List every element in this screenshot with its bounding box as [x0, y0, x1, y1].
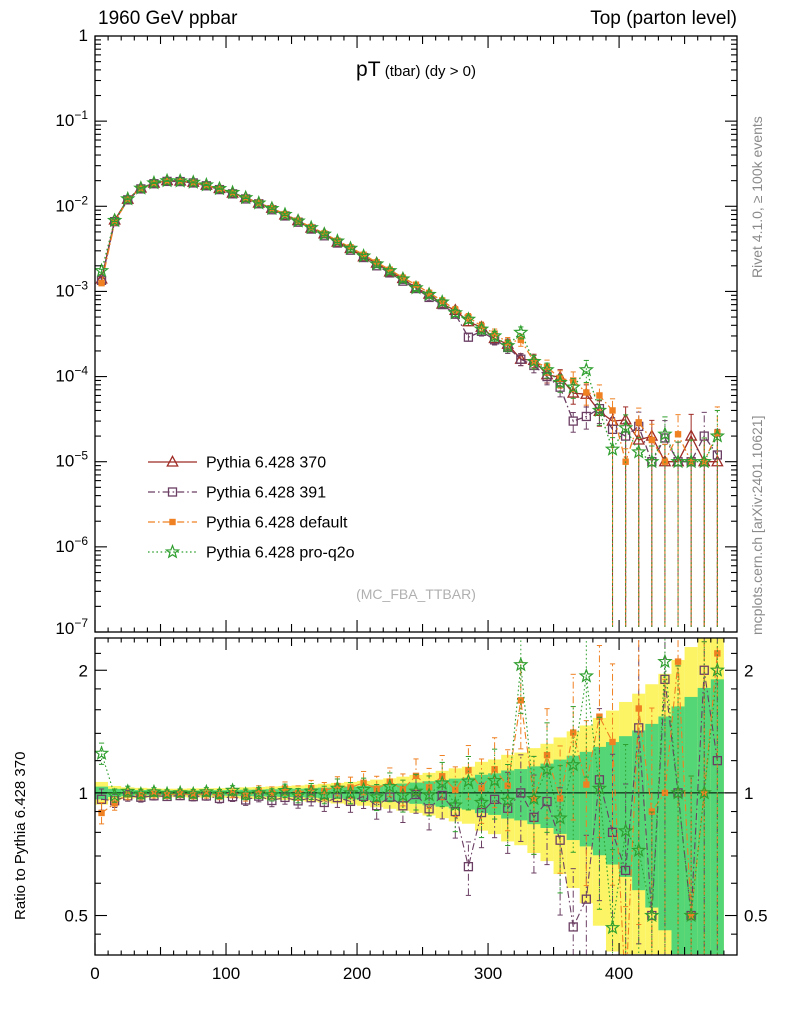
svg-text:Pythia 6.428 370: Pythia 6.428 370 [206, 455, 326, 472]
svg-text:2: 2 [79, 661, 88, 680]
legend-entry-3: Pythia 6.428 pro-q2o [148, 543, 355, 562]
ratio-panel-frame [94, 637, 738, 956]
series-main-3 [95, 172, 726, 627]
svg-text:10−6: 10−6 [55, 534, 88, 556]
svg-text:Pythia 6.428 pro-q2o: Pythia 6.428 pro-q2o [206, 545, 355, 562]
analysis-watermark: (MC_FBA_TTBAR) [356, 586, 476, 602]
header-process-label: Top (parton level) [590, 8, 737, 29]
svg-text:400: 400 [605, 964, 633, 983]
svg-text:10−5: 10−5 [55, 449, 88, 471]
header-beam-label: 1960 GeV ppbar [98, 8, 238, 29]
svg-text:10−1: 10−1 [55, 108, 88, 130]
svg-text:Pythia 6.428 391: Pythia 6.428 391 [206, 485, 326, 502]
plot-title-sub: (tbar) (dy > 0) [380, 63, 476, 80]
svg-text:2: 2 [744, 661, 753, 680]
series-ratio-3 [95, 638, 726, 955]
series-main-2 [98, 177, 721, 627]
axis-tick-labels: 1 10−1 10−2 10−3 10−4 10−5 10−6 10−7 2 2 1 1 0.5 0.5 0… [55, 26, 767, 983]
legend-entry-2: Pythia 6.428 default [148, 515, 348, 532]
series-main-0 [95, 173, 724, 627]
mcplots-arxiv-label: mcplots.cern.ch [arXiv:2401.10621] [749, 415, 765, 635]
legend-entry-0: Pythia 6.428 370 [148, 455, 326, 472]
svg-text:300: 300 [474, 964, 502, 983]
ratio-axis-label: Ratio to Pythia 6.428 370 [12, 751, 29, 920]
svg-text:100: 100 [212, 964, 240, 983]
svg-text:10−7: 10−7 [55, 616, 88, 638]
svg-text:0.5: 0.5 [744, 907, 768, 926]
svg-text:0: 0 [90, 964, 99, 983]
svg-text:10−3: 10−3 [55, 278, 88, 300]
plot-title-observable: pT [356, 58, 381, 81]
legend-entry-1: Pythia 6.428 391 [148, 485, 326, 502]
rivet-version-label: Rivet 4.1.0, ≥ 100k events [749, 116, 765, 278]
axis-ticks [94, 35, 737, 955]
svg-text:1: 1 [79, 26, 88, 45]
svg-text:0.5: 0.5 [64, 907, 88, 926]
svg-text:10−2: 10−2 [55, 193, 88, 215]
svg-text:200: 200 [343, 964, 371, 983]
main-panel-frame [94, 35, 738, 633]
svg-text:10−4: 10−4 [55, 364, 88, 386]
svg-text:1: 1 [744, 784, 753, 803]
plot-title: pT (tbar) (dy > 0) [95, 58, 737, 82]
svg-text:Pythia 6.428 default: Pythia 6.428 default [206, 515, 348, 532]
series-main-1 [96, 176, 722, 627]
legend: Pythia 6.428 370 Pythia 6.428 391 Pythia 6… [148, 455, 355, 562]
svg-text:1: 1 [79, 784, 88, 803]
